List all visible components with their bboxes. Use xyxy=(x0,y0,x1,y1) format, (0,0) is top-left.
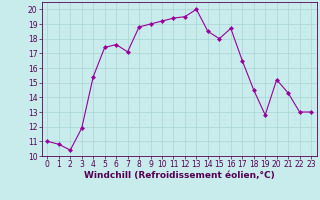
X-axis label: Windchill (Refroidissement éolien,°C): Windchill (Refroidissement éolien,°C) xyxy=(84,171,275,180)
